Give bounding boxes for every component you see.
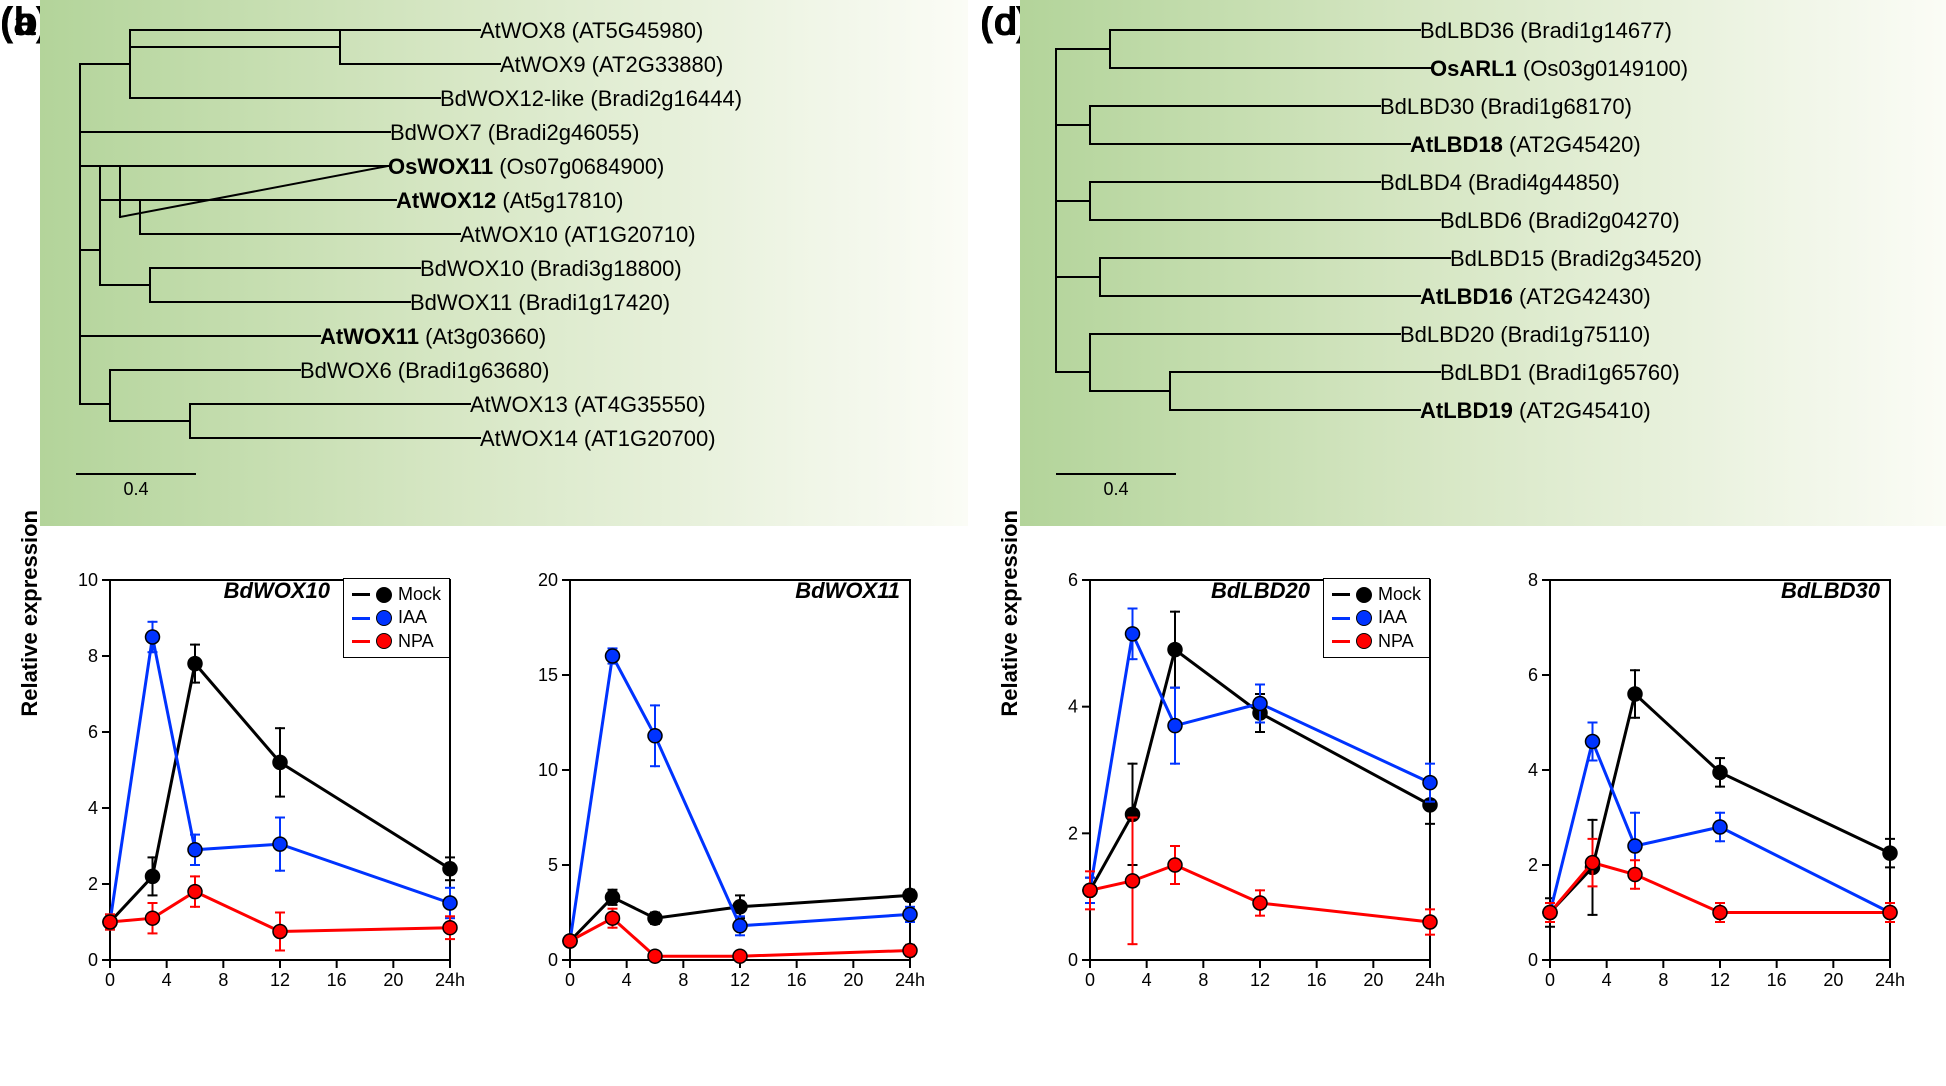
taxon-label: AtWOX9 (AT2G33880) bbox=[500, 52, 723, 78]
svg-text:4: 4 bbox=[1528, 760, 1538, 780]
svg-text:0: 0 bbox=[565, 970, 575, 990]
phylogram-a: 0.4 AtWOX8 (AT5G45980) AtWOX9 (AT2G33880)… bbox=[40, 0, 968, 526]
taxon-label: AtLBD16 (AT2G42430) bbox=[1420, 284, 1651, 310]
phylogram-c: 0.4 BdLBD36 (Bradi1g14677) OsARL1 (Os03g0… bbox=[1020, 0, 1946, 526]
svg-text:4: 4 bbox=[622, 970, 632, 990]
svg-text:20: 20 bbox=[1363, 970, 1383, 990]
svg-text:6: 6 bbox=[88, 722, 98, 742]
svg-text:10: 10 bbox=[78, 570, 98, 590]
svg-text:4: 4 bbox=[1142, 970, 1152, 990]
svg-text:0: 0 bbox=[1085, 970, 1095, 990]
taxon-label: AtWOX10 (AT1G20710) bbox=[460, 222, 696, 248]
svg-text:6: 6 bbox=[1068, 570, 1078, 590]
y-axis-label: Relative expression bbox=[17, 510, 43, 717]
taxon-label: AtLBD19 (AT2G45410) bbox=[1420, 398, 1651, 424]
taxon-label: BdLBD36 (Bradi1g14677) bbox=[1420, 18, 1672, 44]
svg-text:12: 12 bbox=[730, 970, 750, 990]
svg-text:0: 0 bbox=[105, 970, 115, 990]
taxon-label: BdLBD1 (Bradi1g65760) bbox=[1440, 360, 1680, 386]
svg-text:8: 8 bbox=[678, 970, 688, 990]
svg-text:8: 8 bbox=[218, 970, 228, 990]
svg-text:2: 2 bbox=[88, 874, 98, 894]
chart-bdwox10: 024681004812162024hBdWOX10Relative expre… bbox=[40, 560, 470, 1060]
legend-item: IAA bbox=[352, 606, 441, 629]
svg-text:8: 8 bbox=[1658, 970, 1668, 990]
legend-item: NPA bbox=[352, 630, 441, 653]
chart-title: BdWOX11 bbox=[795, 578, 900, 604]
taxon-label: BdLBD15 (Bradi2g34520) bbox=[1450, 246, 1702, 272]
svg-text:4: 4 bbox=[88, 798, 98, 818]
svg-text:15: 15 bbox=[538, 665, 558, 685]
svg-text:16: 16 bbox=[1307, 970, 1327, 990]
legend-item: Mock bbox=[1332, 583, 1421, 606]
svg-text:24h: 24h bbox=[435, 970, 465, 990]
svg-text:10: 10 bbox=[538, 760, 558, 780]
taxon-label: AtWOX14 (AT1G20700) bbox=[480, 426, 716, 452]
svg-text:12: 12 bbox=[270, 970, 290, 990]
chart-title: BdWOX10 bbox=[224, 578, 330, 604]
taxon-label: OsWOX11 (Os07g0684900) bbox=[388, 154, 664, 180]
taxon-label: OsARL1 (Os03g0149100) bbox=[1430, 56, 1688, 82]
chart-bdlbd30: 0 2 4 6 8 0 4 8 12 16 20 24h BdLBD30 bbox=[1480, 560, 1910, 1060]
svg-text:5: 5 bbox=[548, 855, 558, 875]
taxon-label: BdLBD6 (Bradi2g04270) bbox=[1440, 208, 1680, 234]
svg-text:0: 0 bbox=[1068, 950, 1078, 970]
taxon-label: AtWOX13 (AT4G35550) bbox=[470, 392, 706, 418]
svg-text:0: 0 bbox=[1528, 950, 1538, 970]
legend-item: IAA bbox=[1332, 606, 1421, 629]
taxon-label: BdLBD20 (Bradi1g75110) bbox=[1400, 322, 1650, 348]
taxon-label: BdLBD4 (Bradi4g44850) bbox=[1380, 170, 1620, 196]
svg-text:16: 16 bbox=[327, 970, 347, 990]
svg-text:0: 0 bbox=[88, 950, 98, 970]
svg-text:24h: 24h bbox=[1875, 970, 1905, 990]
svg-text:4: 4 bbox=[1068, 697, 1078, 717]
taxon-label: BdWOX11 (Bradi1g17420) bbox=[410, 290, 670, 316]
taxon-label: AtWOX8 (AT5G45980) bbox=[480, 18, 703, 44]
legend-item: NPA bbox=[1332, 630, 1421, 653]
svg-text:20: 20 bbox=[538, 570, 558, 590]
taxon-label: BdWOX12-like (Bradi2g16444) bbox=[440, 86, 742, 112]
svg-text:12: 12 bbox=[1710, 970, 1730, 990]
svg-text:20: 20 bbox=[1823, 970, 1843, 990]
svg-text:16: 16 bbox=[1767, 970, 1787, 990]
svg-text:12: 12 bbox=[1250, 970, 1270, 990]
svg-text:6: 6 bbox=[1528, 665, 1538, 685]
scalebar-c: 0.4 bbox=[1056, 473, 1176, 500]
svg-text:24h: 24h bbox=[895, 970, 925, 990]
svg-text:2: 2 bbox=[1068, 823, 1078, 843]
svg-text:16: 16 bbox=[787, 970, 807, 990]
svg-text:20: 20 bbox=[843, 970, 863, 990]
chart-row: 024681004812162024hBdWOX10Relative expre… bbox=[40, 560, 1920, 1060]
chart-bdwox11: 0 5 10 15 20 0 4 8 12 16 20 24h BdWOX11 bbox=[500, 560, 930, 1060]
svg-text:0: 0 bbox=[548, 950, 558, 970]
svg-text:24h: 24h bbox=[1415, 970, 1445, 990]
y-axis-label: Relative expression bbox=[997, 510, 1023, 717]
taxon-label: BdWOX6 (Bradi1g63680) bbox=[300, 358, 549, 384]
taxon-label: AtWOX11 (At3g03660) bbox=[320, 324, 546, 350]
svg-text:8: 8 bbox=[88, 646, 98, 666]
scalebar-a: 0.4 bbox=[76, 473, 196, 500]
svg-text:2: 2 bbox=[1528, 855, 1538, 875]
svg-text:8: 8 bbox=[1198, 970, 1208, 990]
svg-text:20: 20 bbox=[383, 970, 403, 990]
svg-text:4: 4 bbox=[1602, 970, 1612, 990]
taxon-label: BdLBD30 (Bradi1g68170) bbox=[1380, 94, 1632, 120]
svg-text:0: 0 bbox=[1545, 970, 1555, 990]
chart-title: BdLBD20 bbox=[1211, 578, 1310, 604]
svg-text:8: 8 bbox=[1528, 570, 1538, 590]
taxon-label: BdWOX10 (Bradi3g18800) bbox=[420, 256, 682, 282]
taxon-label: AtWOX12 (At5g17810) bbox=[396, 188, 623, 214]
legend: MockIAANPA bbox=[1323, 578, 1430, 658]
taxon-label: BdWOX7 (Bradi2g46055) bbox=[390, 120, 639, 146]
svg-text:4: 4 bbox=[162, 970, 172, 990]
taxon-label: AtLBD18 (AT2G45420) bbox=[1410, 132, 1641, 158]
chart-bdlbd20: 024604812162024hBdLBD20Relative expressi… bbox=[1020, 560, 1450, 1060]
legend-item: Mock bbox=[352, 583, 441, 606]
chart-title: BdLBD30 bbox=[1781, 578, 1880, 604]
legend: MockIAANPA bbox=[343, 578, 450, 658]
